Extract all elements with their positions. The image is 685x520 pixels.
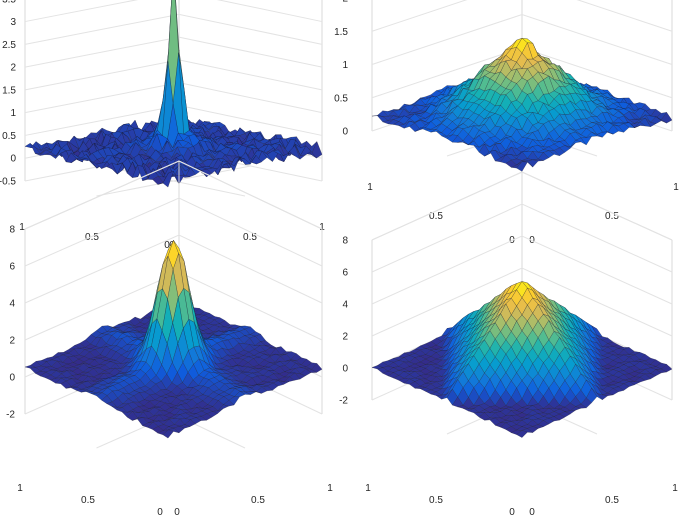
z-tick-label: 6 xyxy=(9,262,15,273)
z-grid-line xyxy=(371,235,673,305)
y-tick-label: 0.5 xyxy=(81,495,95,506)
y-tick-label: 0.5 xyxy=(429,211,443,222)
surface-mesh xyxy=(24,0,323,188)
z-tick-label: 0 xyxy=(342,364,348,375)
z-tick-label: 4 xyxy=(342,300,348,311)
x-tick-label: 1 xyxy=(327,483,333,494)
z-grid-line xyxy=(371,267,673,337)
z-grid-line xyxy=(24,234,323,304)
z-tick-label: 1.5 xyxy=(334,27,348,38)
x-tick-label: 1 xyxy=(673,182,679,193)
z-tick-label: 8 xyxy=(342,236,348,247)
x-tick-label: 0.5 xyxy=(251,495,265,506)
surface-mesh xyxy=(24,239,323,439)
tick-labels: -2 0 2 4 6 8 0 0.5 1 0 0.5 1 xyxy=(6,225,333,519)
z-grid-line xyxy=(24,160,323,230)
y-tick-label: 0 xyxy=(157,507,163,518)
surface-face xyxy=(516,430,528,438)
z-tick-label: -2 xyxy=(339,396,348,407)
floor-grid-line xyxy=(96,165,251,197)
surface-panel-bottom-left: -2 0 2 4 6 8 0 0.5 1 0 0.5 1 xyxy=(6,160,333,519)
z-grid-line xyxy=(24,0,323,23)
z-tick-label: 2 xyxy=(342,332,348,343)
z-tick-label: 6 xyxy=(342,268,348,279)
z-tick-label: 2 xyxy=(9,336,15,347)
x-tick-label: 0.5 xyxy=(605,495,619,506)
surface-face xyxy=(162,171,174,188)
z-grid-line xyxy=(24,197,323,267)
z-tick-label: -2 xyxy=(6,410,15,421)
z-grid-line xyxy=(24,36,323,68)
z-grid-line xyxy=(371,13,673,65)
y-tick-label: 1 xyxy=(19,222,25,233)
y-tick-label: 1 xyxy=(17,483,23,494)
surface-mesh xyxy=(371,37,673,172)
z-tick-label: 0 xyxy=(10,154,16,165)
z-grid-line xyxy=(371,171,673,241)
y-tick-label: 0.5 xyxy=(429,495,443,506)
y-tick-label: 0.5 xyxy=(85,232,99,243)
z-tick-label: 1 xyxy=(342,60,348,71)
z-tick-label: 4 xyxy=(9,299,15,310)
z-tick-label: 1 xyxy=(10,108,16,119)
tick-labels: -2 0 2 4 6 8 0 0.5 1 0 0.5 1 xyxy=(339,236,678,519)
z-grid-line xyxy=(371,203,673,273)
z-tick-label: 1.5 xyxy=(2,85,16,96)
x-tick-label: 0 xyxy=(174,507,180,518)
surface-panel-bottom-right: -2 0 2 4 6 8 0 0.5 1 0 0.5 1 xyxy=(339,171,678,519)
z-grid-line xyxy=(371,0,673,32)
x-tick-label: 0 xyxy=(529,507,535,518)
z-tick-label: 0.5 xyxy=(334,93,348,104)
z-tick-label: 0.5 xyxy=(2,131,16,142)
surface-face xyxy=(516,161,528,172)
z-tick-label: -0.5 xyxy=(0,177,16,188)
y-tick-label: 1 xyxy=(365,483,371,494)
z-tick-label: 2.5 xyxy=(2,40,16,51)
x-tick-label: 1 xyxy=(319,222,325,233)
y-tick-label: 0 xyxy=(509,507,515,518)
surface-mesh xyxy=(371,281,673,438)
surface-face xyxy=(162,429,174,439)
z-tick-label: 2 xyxy=(342,0,348,5)
x-tick-label: 0.5 xyxy=(605,211,619,222)
z-tick-label: 0 xyxy=(9,373,15,384)
x-tick-label: 0 xyxy=(164,240,170,251)
z-grid-line xyxy=(24,13,323,45)
x-tick-label: 0.5 xyxy=(243,232,257,243)
z-tick-label: 3 xyxy=(10,17,16,28)
y-tick-label: 1 xyxy=(367,182,373,193)
z-tick-label: 2 xyxy=(10,63,16,74)
z-tick-label: 3.5 xyxy=(2,0,16,5)
z-tick-label: 8 xyxy=(9,225,15,236)
x-tick-label: 1 xyxy=(672,483,678,494)
z-tick-label: 0 xyxy=(342,127,348,138)
